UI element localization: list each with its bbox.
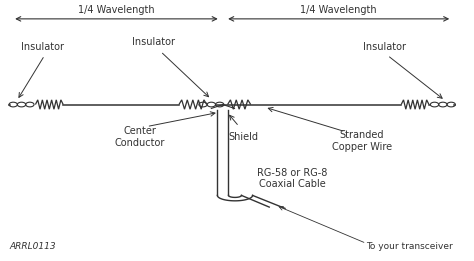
Text: Center
Conductor: Center Conductor	[114, 126, 165, 148]
Text: Insulator: Insulator	[21, 43, 64, 52]
Text: Insulator: Insulator	[364, 43, 407, 52]
Text: 1/4 Wavelength: 1/4 Wavelength	[301, 5, 377, 15]
Text: 1/4 Wavelength: 1/4 Wavelength	[78, 5, 155, 15]
Text: Shield: Shield	[229, 132, 259, 142]
Text: Insulator: Insulator	[132, 37, 175, 47]
Text: ARRL0113: ARRL0113	[10, 241, 56, 251]
Text: Stranded
Copper Wire: Stranded Copper Wire	[332, 130, 392, 152]
Text: RG-58 or RG-8
Coaxial Cable: RG-58 or RG-8 Coaxial Cable	[257, 168, 328, 189]
Text: To your transceiver: To your transceiver	[366, 241, 453, 251]
